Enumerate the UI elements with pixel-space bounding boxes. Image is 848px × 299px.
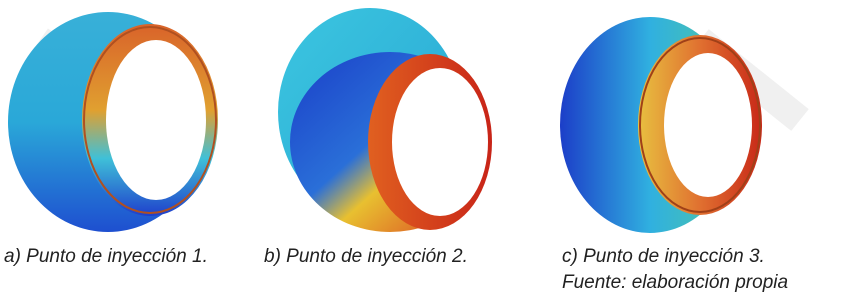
render-a <box>8 12 218 232</box>
figure: a) Punto de inyección 1. b) Punto de iny… <box>0 0 848 299</box>
caption: c) Punto de inyección 3. <box>562 246 765 268</box>
render-c <box>560 17 762 233</box>
caption: b) Punto de inyección 2. <box>264 246 468 268</box>
renders <box>0 0 848 240</box>
render-b <box>278 8 492 232</box>
caption: a) Punto de inyección 1. <box>4 246 208 268</box>
source: Fuente: elaboración propia <box>562 272 788 294</box>
